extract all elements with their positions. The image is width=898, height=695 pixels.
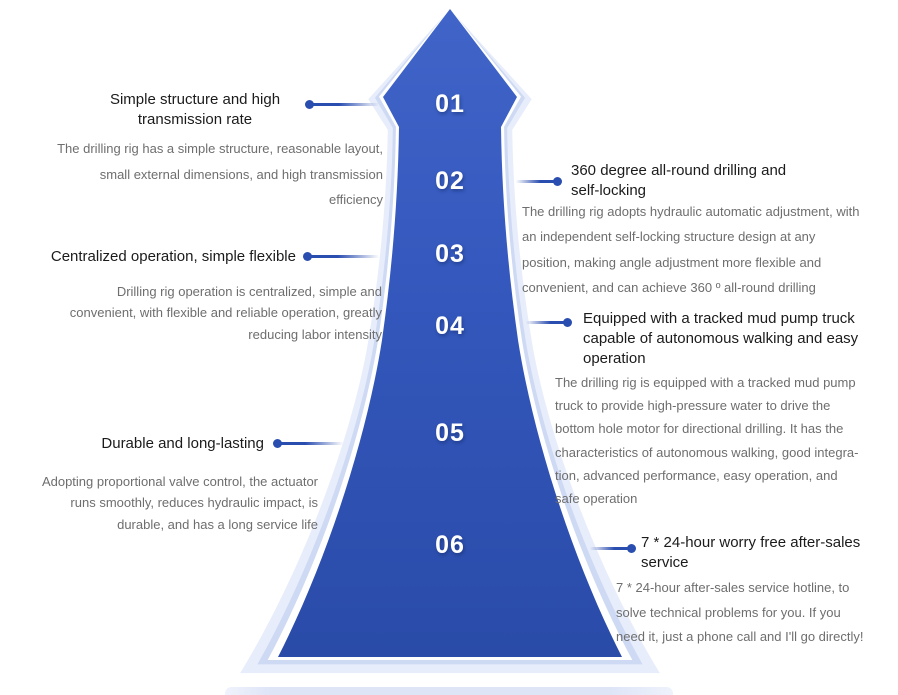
connector-line [514,180,558,183]
feature-body: 7 * 24-hour after-sales service hotline,… [616,580,864,645]
feature-title: Simple structure and high transmission r… [109,91,281,128]
connector-dot [273,439,282,448]
step-number-1: 01 [435,90,465,118]
connector-dot [305,100,314,109]
feature-body: The drilling rig is equipped with a trac… [555,375,859,507]
step-number-2: 02 [435,167,465,195]
connector-line [588,547,632,550]
connector-line [310,103,382,106]
feature-title: Centralized operation, simple flexible [50,248,296,265]
feature-body: Drilling rig operation is centralized, s… [69,284,382,342]
feature-title: Equipped with a tracked mud pump truck c… [583,310,859,367]
connector-dot [303,252,312,261]
feature-body: Adopting proportional valve control, the… [41,474,318,532]
feature-title: 7 * 24-hour worry free after-sales servi… [641,534,861,571]
connector-dot [563,318,572,327]
connector-dot [627,544,636,553]
connector-line [278,442,346,445]
step-number-6: 06 [435,531,465,559]
connector-dot [553,177,562,186]
feature-body: The drilling rig adopts hydraulic automa… [522,204,860,295]
base-shadow-bar [225,687,673,695]
feature-body: The drilling rig has a simple structure,… [57,141,383,207]
connector-line [308,255,382,258]
feature-title: Durable and long-lasting [101,435,264,452]
connector-line [524,321,568,324]
feature-title: 360 degree all-round drilling and self-l… [571,162,787,199]
step-number-3: 03 [435,240,465,268]
step-number-5: 05 [435,419,465,447]
step-number-4: 04 [435,312,465,340]
